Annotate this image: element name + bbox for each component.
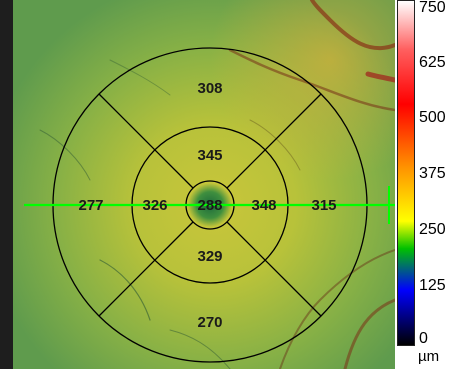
sector-inner-inferior: 329 xyxy=(197,248,222,265)
colorbar-tick-750: 750 xyxy=(419,0,446,16)
grid-diagonal xyxy=(226,221,266,261)
colorbar-tick-375: 375 xyxy=(419,165,446,182)
colorbar-tick-0: 0 xyxy=(419,330,428,347)
blood-vessels xyxy=(39,0,395,369)
sector-inner-temporal: 326 xyxy=(142,197,167,214)
scan-line[interactable] xyxy=(24,186,395,224)
sector-outer-inferior: 270 xyxy=(197,314,222,331)
grid-diagonal xyxy=(264,93,322,151)
grid-diagonal xyxy=(264,259,322,317)
sector-inner-superior: 345 xyxy=(197,147,222,164)
grid-diagonal xyxy=(154,221,194,261)
grid-diagonal xyxy=(98,93,156,151)
sector-outer-temporal: 277 xyxy=(78,197,103,214)
left-panel-edge xyxy=(0,0,13,369)
sector-outer-nasal: 315 xyxy=(311,197,336,214)
sector-inner-nasal: 348 xyxy=(251,197,276,214)
colorbar-tick-500: 500 xyxy=(419,109,446,126)
retinal-thickness-map[interactable]: 308 345 277 326 288 348 315 329 270 xyxy=(13,0,395,369)
colorbar xyxy=(397,0,415,346)
sector-outer-superior: 308 xyxy=(197,80,222,97)
grid-diagonal xyxy=(154,149,194,189)
sector-center: 288 xyxy=(197,197,222,214)
grid-diagonal xyxy=(226,149,266,189)
colorbar-tick-625: 625 xyxy=(419,54,446,71)
colorbar-unit: µm xyxy=(418,348,440,365)
colorbar-tick-125: 125 xyxy=(419,277,446,294)
grid-diagonal xyxy=(98,259,156,317)
colorbar-tick-250: 250 xyxy=(419,221,446,238)
